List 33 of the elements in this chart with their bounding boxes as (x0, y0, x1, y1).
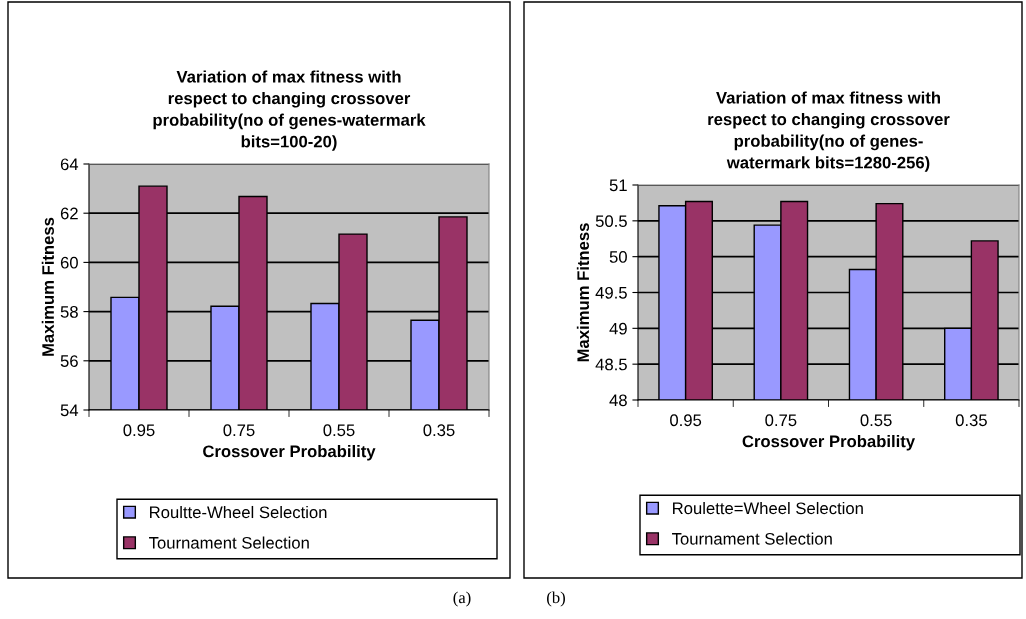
y-tick-label: 64 (60, 158, 79, 171)
y-tick-label: 50.5 (595, 215, 627, 228)
y-tick-label: 56 (60, 355, 78, 367)
x-tick-label: 0.95 (123, 424, 155, 437)
y-tick-label: 58 (60, 306, 78, 318)
y-axis-title: Maximum Fitness (576, 223, 590, 362)
y-tick-label: 60 (60, 256, 78, 269)
x-axis-title: Crossover Probability (742, 434, 916, 451)
y-tick-label: 49 (609, 322, 627, 335)
y-tick-label: 54 (60, 404, 79, 417)
x-tick-label: 0.35 (423, 424, 455, 437)
y-tick-label: 48.5 (595, 358, 627, 371)
x-tick-label: 0.35 (955, 414, 987, 427)
legend-label: Tournament Selection (149, 536, 309, 549)
y-tick-label: 51 (609, 179, 627, 192)
x-tick-label: 0.75 (765, 414, 797, 427)
y-tick-label: 48 (609, 394, 627, 407)
legend-label: Tournament Selection (672, 532, 832, 545)
text: (b) (547, 591, 565, 607)
legend-label: Roultte-Wheel Selection (150, 505, 327, 519)
y-tick-label: 62 (60, 207, 78, 220)
y-axis-title: Maximum Fitness (41, 217, 54, 356)
x-tick-label: 0.75 (223, 424, 255, 437)
x-axis-title: Crossover Probability (203, 444, 376, 461)
x-tick-label: 0.55 (860, 414, 892, 427)
y-tick-label: 50 (609, 251, 627, 263)
x-tick-label: 0.55 (323, 424, 355, 437)
chart-title: Variation of max fitness with respect to changing crossover probability(no of genes-watermark bits=100-20) (153, 70, 426, 151)
x-tick-label: 0.95 (670, 414, 702, 427)
y-tick-label: 49.5 (595, 286, 627, 299)
legend-label: Roulette=Wheel Selection (673, 501, 863, 515)
text: (a) (453, 591, 471, 607)
chart-title: Variation of max fitness with respect to changing crossover probability(no of genes- watermark bits=1280-256) (708, 91, 950, 172)
